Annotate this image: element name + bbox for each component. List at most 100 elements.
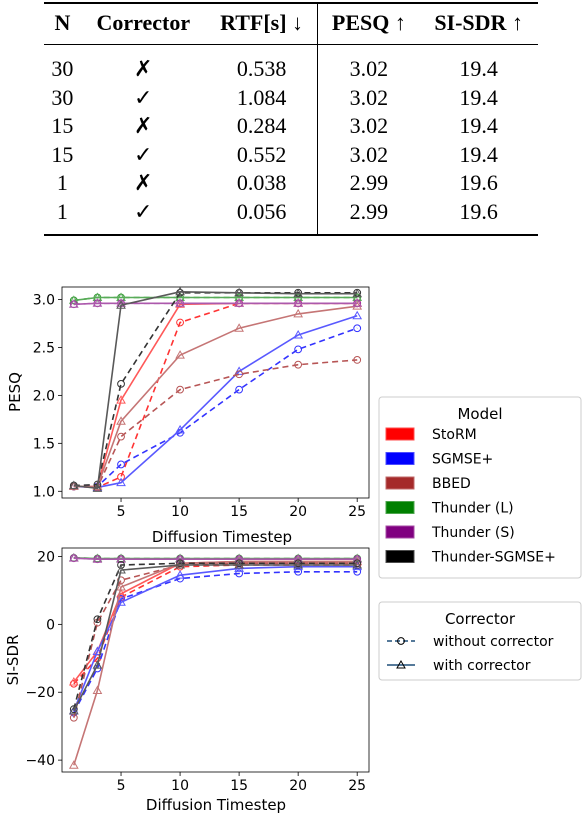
cell-corrector: ✗ [134, 113, 153, 139]
corrector-legend: Corrector without corrector with correcto… [378, 601, 582, 681]
data-point [176, 318, 184, 327]
pesq-axes-frame [61, 286, 370, 499]
data-point [92, 292, 103, 302]
data-point [117, 561, 125, 569]
data-point [93, 615, 102, 624]
model-legend: Model StoRM SGMSE+ BBED Thunder (L) Thunder … [378, 396, 582, 579]
cell-n: 30 [51, 84, 74, 110]
data-point [92, 554, 103, 563]
data-point [293, 288, 304, 298]
legend-swatch [385, 476, 415, 490]
x-tick-label: 5 [117, 504, 126, 520]
x-tick-label: 10 [171, 778, 189, 794]
series-line [73, 564, 358, 685]
y-tick-label: −40 [25, 753, 55, 769]
si-sdr-x-axis-label: Diffusion Timestep [146, 796, 286, 814]
data-point [293, 308, 304, 318]
data-point [92, 298, 103, 307]
data-point [353, 559, 362, 568]
data-point [116, 597, 126, 606]
data-point [352, 288, 363, 298]
y-tick-label: 20 [37, 549, 55, 565]
data-point [176, 559, 184, 568]
cell-rtf: 0.552 [205, 140, 319, 169]
data-point [175, 559, 185, 569]
data-point [175, 298, 185, 307]
data-point [352, 310, 363, 320]
data-point [68, 480, 79, 490]
data-point [234, 292, 244, 302]
corrector-legend-box [378, 601, 582, 681]
data-point [293, 554, 304, 563]
data-point [116, 565, 126, 574]
data-point [68, 299, 79, 308]
series-line [73, 359, 358, 489]
y-tick-label: 1.0 [33, 484, 55, 500]
data-point [293, 329, 304, 339]
cell-n: 1 [56, 170, 68, 196]
cell-corrector: ✓ [134, 84, 153, 110]
data-point [116, 554, 126, 563]
cell-si-sdr: 19.4 [459, 84, 498, 110]
cell-n: 15 [51, 113, 74, 139]
data-point [117, 460, 125, 469]
cell-pesq: 2.99 [349, 170, 389, 196]
cell-n: 15 [51, 141, 74, 167]
table-row: 30 ✓ 1.084 3.02 19.4 [44, 83, 538, 112]
cell-rtf: 1.084 [205, 83, 319, 112]
data-point [117, 473, 125, 481]
cell-corrector: ✓ [134, 141, 153, 167]
data-point [176, 385, 184, 394]
table-header-row: N Corrector RTF[s] ↓ PESQ ↑ SI-SDR ↑ [44, 2, 538, 45]
x-tick-label: 20 [289, 778, 307, 794]
legend-label: with corrector [433, 658, 531, 674]
data-point [353, 355, 362, 364]
table-row: 1 ✗ 0.038 2.99 19.6 [44, 169, 538, 198]
data-point [68, 295, 79, 304]
series-line [73, 557, 358, 560]
series-line [73, 560, 358, 683]
circle-marker-icon [397, 637, 405, 645]
x-tick-label: 5 [117, 778, 126, 794]
table-body: 30 ✗ 0.538 3.02 19.4 30 ✓ 1.084 3.02 19.4 15 ✗ 0.284… [44, 44, 538, 236]
cell-si-sdr: 19.4 [459, 141, 498, 167]
cell-n: 1 [44, 197, 81, 236]
legend-swatch [385, 501, 415, 514]
data-point [175, 350, 185, 359]
model-legend-box [378, 396, 582, 579]
legend-swatch [385, 550, 415, 563]
data-point [92, 685, 103, 695]
data-point [234, 298, 244, 307]
y-tick-label: −20 [25, 685, 55, 701]
data-point [235, 559, 244, 568]
legend-label: SGMSE+ [432, 452, 493, 468]
x-tick-label: 10 [171, 504, 189, 520]
cell-si-sdr: 19.6 [459, 170, 498, 196]
table-row: 1 ✓ 0.056 2.99 19.6 [44, 197, 538, 236]
legend-label: without corrector [433, 634, 554, 650]
data-point [68, 705, 79, 715]
data-point [294, 345, 303, 354]
corrector-legend-title: Corrector [445, 610, 516, 628]
table-row: 30 ✗ 0.538 3.02 19.4 [44, 44, 538, 84]
y-tick-label: 0 [46, 617, 55, 633]
model-legend-title: Model [457, 405, 502, 423]
x-tick-label: 25 [348, 778, 366, 794]
cell-pesq: 3.02 [349, 84, 389, 110]
data-point [69, 705, 78, 714]
series-line [73, 557, 358, 561]
x-tick-label: 15 [230, 504, 248, 520]
series-line [73, 562, 358, 710]
data-point [175, 570, 185, 579]
cell-si-sdr: 19.6 [419, 197, 538, 236]
header-rtf: RTF[s] ↓ [205, 2, 319, 45]
data-point [235, 370, 244, 379]
x-tick-label: 20 [289, 504, 307, 520]
series-line [73, 562, 358, 718]
series-line [73, 302, 358, 306]
cell-rtf: 0.284 [205, 112, 319, 141]
y-tick-label: 2.5 [33, 340, 55, 356]
data-point [234, 287, 244, 297]
cell-n: 30 [51, 56, 74, 82]
cell-rtf: 0.056 [205, 197, 319, 236]
